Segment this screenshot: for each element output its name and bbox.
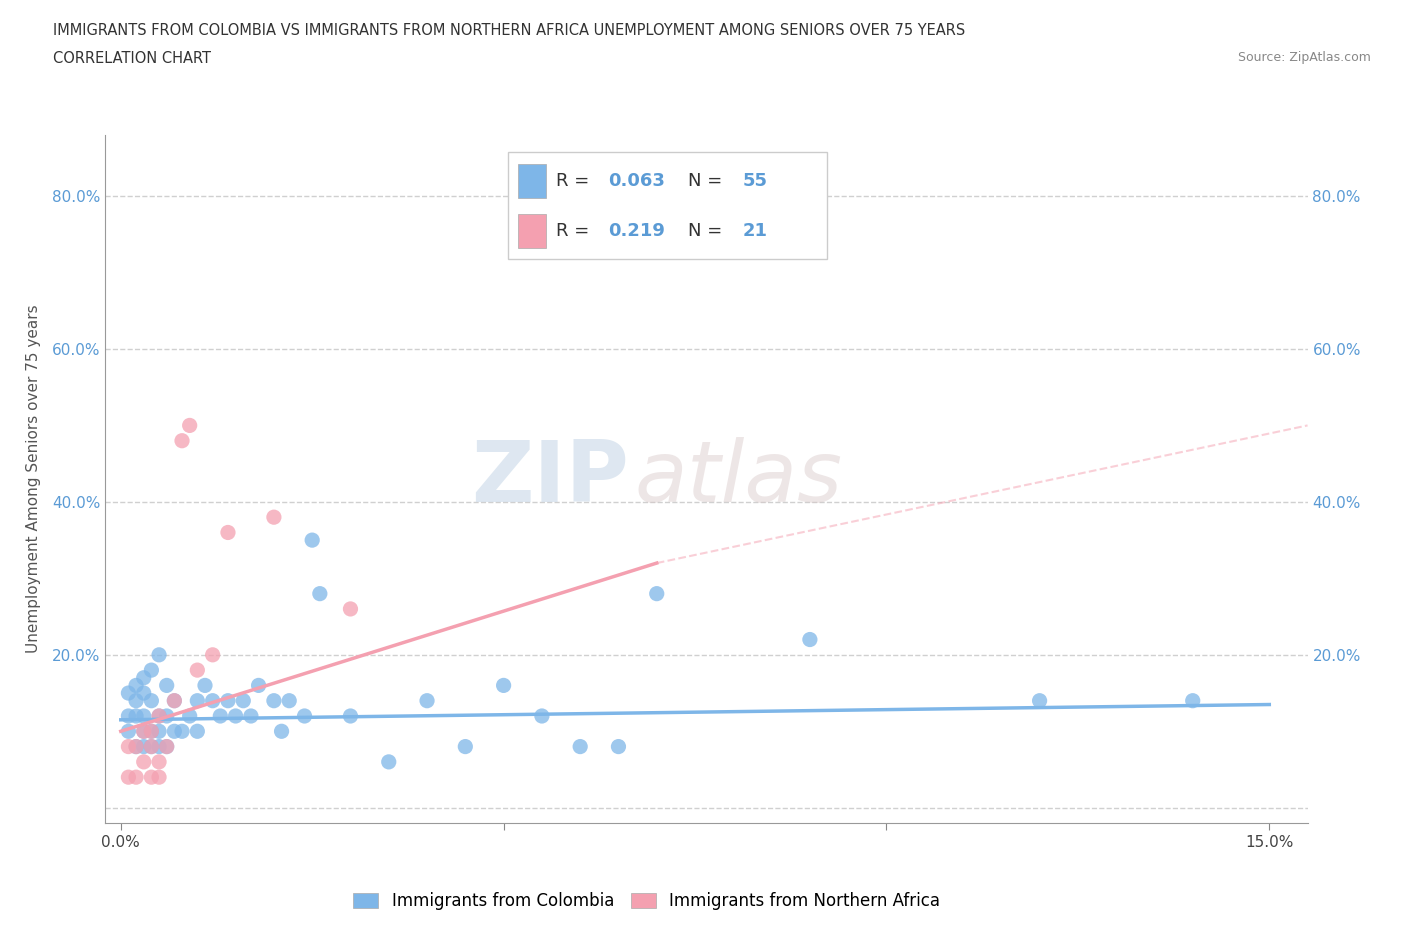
Point: [263, 693, 285, 708]
Point: [132, 724, 155, 738]
Point: [125, 709, 148, 724]
Point: [132, 685, 155, 700]
Point: [186, 693, 208, 708]
Point: [117, 685, 139, 700]
Point: [148, 709, 170, 724]
Y-axis label: Unemployment Among Seniors over 75 years: Unemployment Among Seniors over 75 years: [25, 305, 41, 653]
Point: [148, 647, 170, 662]
Text: ZIP: ZIP: [471, 437, 628, 521]
Point: [247, 678, 270, 693]
Point: [186, 724, 208, 738]
Point: [209, 709, 232, 724]
Point: [179, 418, 201, 432]
Point: [141, 724, 163, 738]
Point: [141, 739, 163, 754]
Point: [156, 739, 179, 754]
Point: [148, 709, 170, 724]
Point: [569, 739, 592, 754]
Text: Source: ZipAtlas.com: Source: ZipAtlas.com: [1237, 51, 1371, 64]
Point: [270, 724, 292, 738]
Point: [156, 709, 179, 724]
Point: [301, 533, 323, 548]
Point: [156, 678, 179, 693]
Point: [141, 663, 163, 678]
Point: [179, 709, 201, 724]
Point: [186, 663, 208, 678]
Point: [454, 739, 477, 754]
Point: [132, 671, 155, 685]
Legend: Immigrants from Colombia, Immigrants from Northern Africa: Immigrants from Colombia, Immigrants fro…: [347, 885, 946, 917]
Point: [125, 693, 148, 708]
Text: atlas: atlas: [634, 437, 842, 521]
Text: IMMIGRANTS FROM COLOMBIA VS IMMIGRANTS FROM NORTHERN AFRICA UNEMPLOYMENT AMONG S: IMMIGRANTS FROM COLOMBIA VS IMMIGRANTS F…: [53, 23, 966, 38]
Point: [125, 739, 148, 754]
Point: [308, 586, 330, 601]
Point: [1181, 693, 1204, 708]
Point: [239, 709, 262, 724]
Point: [141, 724, 163, 738]
Point: [278, 693, 301, 708]
Point: [132, 709, 155, 724]
Point: [117, 739, 139, 754]
Point: [492, 678, 515, 693]
Point: [607, 739, 630, 754]
Point: [125, 739, 148, 754]
Point: [117, 770, 139, 785]
Point: [141, 739, 163, 754]
Point: [163, 724, 186, 738]
Point: [132, 754, 155, 769]
Point: [141, 693, 163, 708]
Point: [339, 709, 361, 724]
Point: [377, 754, 399, 769]
Point: [125, 678, 148, 693]
Point: [217, 525, 239, 540]
Point: [1028, 693, 1050, 708]
Point: [163, 693, 186, 708]
Point: [530, 709, 553, 724]
Point: [201, 693, 224, 708]
Point: [201, 647, 224, 662]
Point: [645, 586, 668, 601]
Point: [194, 678, 217, 693]
Point: [125, 770, 148, 785]
Point: [141, 770, 163, 785]
Point: [170, 433, 193, 448]
Point: [117, 724, 139, 738]
Point: [263, 510, 285, 525]
Point: [163, 693, 186, 708]
Point: [117, 709, 139, 724]
Point: [799, 632, 821, 647]
Point: [132, 739, 155, 754]
Point: [148, 770, 170, 785]
Point: [148, 754, 170, 769]
Point: [232, 693, 254, 708]
Point: [225, 709, 247, 724]
Point: [132, 724, 155, 738]
Point: [217, 693, 239, 708]
Text: CORRELATION CHART: CORRELATION CHART: [53, 51, 211, 66]
Point: [148, 739, 170, 754]
Point: [156, 739, 179, 754]
Point: [339, 602, 361, 617]
Point: [294, 709, 316, 724]
Point: [170, 724, 193, 738]
Point: [416, 693, 439, 708]
Point: [148, 724, 170, 738]
